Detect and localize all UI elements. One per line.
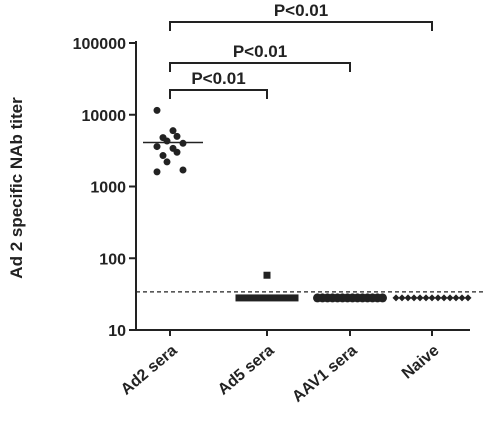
significance-label: P<0.01 — [233, 42, 287, 61]
data-point — [235, 294, 243, 302]
x-tick-label: AAV1 sera — [289, 342, 360, 406]
data-point — [410, 294, 418, 302]
significance-label: P<0.01 — [274, 1, 328, 20]
y-tick-label: 10 — [108, 323, 126, 340]
y-tick-label: 100000 — [73, 36, 126, 53]
significance-label: P<0.01 — [191, 69, 245, 88]
x-tick-label: Naive — [399, 342, 443, 383]
significance-bracket — [169, 21, 433, 31]
data-point — [153, 143, 161, 151]
data-point — [378, 293, 387, 303]
x-tick-label: Ad2 sera — [118, 342, 181, 399]
data-point — [179, 139, 187, 147]
data-point — [416, 294, 424, 302]
data-point — [428, 294, 436, 302]
data-point — [159, 152, 167, 160]
significance-bracket — [169, 89, 268, 99]
data-point — [458, 294, 466, 302]
data-point — [173, 148, 181, 156]
x-tick-label: Ad5 sera — [215, 342, 278, 399]
y-tick-label: 1000 — [90, 180, 126, 197]
data-point — [263, 271, 271, 279]
data-point — [153, 168, 161, 176]
data-point — [398, 294, 406, 302]
data-point — [242, 294, 250, 302]
data-point — [434, 294, 442, 302]
data-point — [277, 294, 285, 302]
data-point — [163, 158, 171, 166]
data-point — [163, 137, 171, 145]
data-point — [392, 294, 400, 302]
data-point — [440, 294, 448, 302]
data-point — [173, 132, 181, 140]
data-point — [153, 106, 161, 114]
data-point — [249, 294, 257, 302]
data-point — [270, 294, 278, 302]
data-point — [284, 294, 292, 302]
data-point — [404, 294, 412, 302]
y-tick-label: 10000 — [82, 108, 127, 125]
data-point — [179, 166, 187, 174]
y-axis-label: Ad 2 specific NAb titer — [7, 97, 26, 279]
significance-bracket — [169, 62, 351, 72]
data-point — [422, 294, 430, 302]
data-point — [256, 294, 264, 302]
y-tick-label: 100 — [99, 251, 126, 268]
data-point — [291, 294, 299, 302]
data-point — [263, 294, 271, 302]
data-point — [169, 127, 177, 135]
data-point — [452, 294, 460, 302]
data-point — [446, 294, 454, 302]
data-point — [464, 294, 472, 302]
